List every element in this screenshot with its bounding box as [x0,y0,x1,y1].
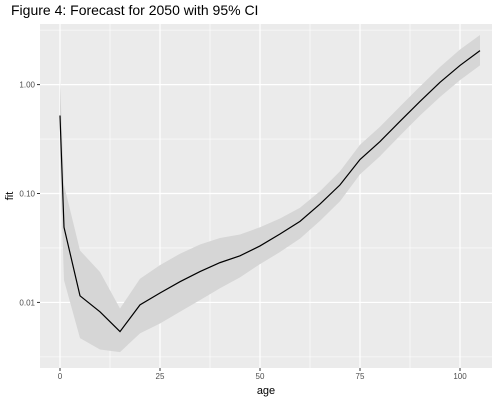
x-tick-label: 75 [356,372,365,381]
x-axis-label: age [257,385,275,397]
fit-line [59,50,481,333]
y-tick-label: 0.01 [19,298,35,307]
x-tick-label: 0 [58,372,63,381]
x-tick-label: 50 [256,372,265,381]
chart-title: Figure 4: Forecast for 2050 with 95% CI [11,2,259,18]
x-tick-label: 100 [453,372,467,381]
confidence-band [60,35,480,353]
y-axis-label: fit [4,192,16,201]
x-tick-label: 25 [156,372,165,381]
y-tick-label: 0.10 [19,190,35,199]
y-tick-label: 1.00 [19,81,35,90]
